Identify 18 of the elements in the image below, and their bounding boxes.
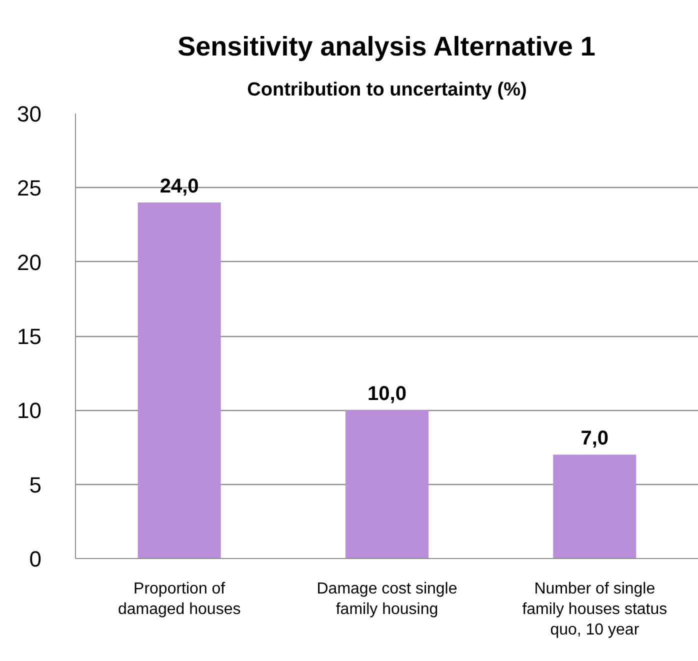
chart-subtitle: Contribution to uncertainty (%) [247, 80, 527, 100]
y-tick-label: 20 [17, 250, 42, 275]
y-tick-label: 5 [29, 472, 42, 498]
bar [553, 454, 636, 558]
x-tick-label: Proportion of damaged houses [118, 580, 241, 618]
data-label: 24,0 [160, 176, 199, 198]
bar [345, 410, 429, 558]
x-tick-label: Damage cost single family housing [316, 580, 458, 618]
data-label: 10,0 [368, 383, 406, 406]
y-tick-label: 25 [17, 176, 42, 201]
bar [138, 202, 221, 558]
y-tick-label: 15 [17, 324, 42, 349]
chart-title: Sensitivity analysis Alternative 1 [178, 32, 596, 62]
y-tick-label: 30 [17, 102, 42, 126]
x-tick-label: Number of single family houses status quo, 10 year [522, 580, 668, 638]
data-label: 7,0 [580, 428, 609, 450]
y-tick-label: 10 [17, 398, 42, 424]
y-tick-label: 0 [29, 546, 42, 572]
